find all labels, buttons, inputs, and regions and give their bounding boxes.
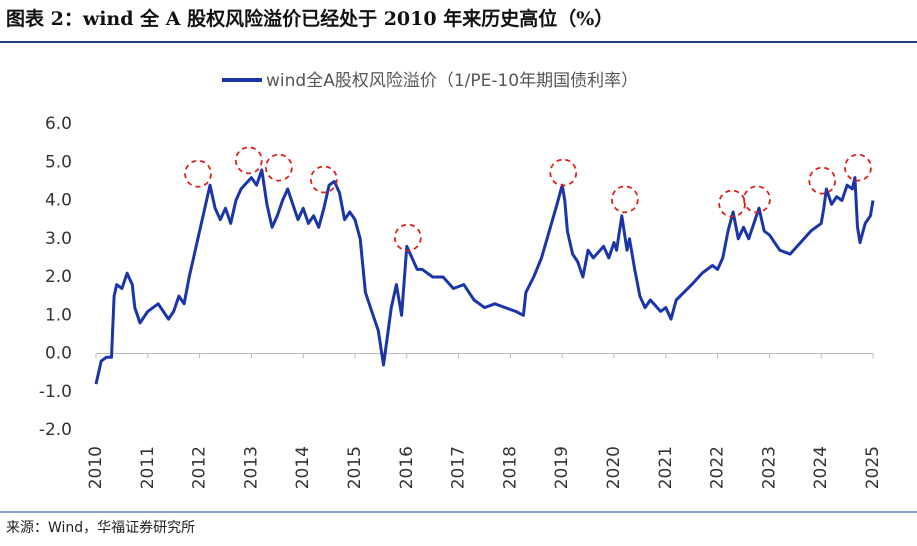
x-tick-label: 2018 <box>500 446 520 489</box>
chart-title: 图表 2：wind 全 A 股权风险溢价已经处于 2010 年来历史高位（%） <box>6 7 613 30</box>
x-tick-label: 2022 <box>708 446 728 489</box>
x-tick-label: 2011 <box>138 446 158 489</box>
source-note: 来源：Wind，华福证券研究所 <box>6 520 195 536</box>
peak-highlight <box>310 165 338 194</box>
peak-highlight <box>264 153 293 182</box>
x-tick-label: 2013 <box>241 446 261 489</box>
y-tick-label: 2.0 <box>45 267 72 287</box>
x-tick-label: 2025 <box>863 446 883 489</box>
y-tick-label: 4.0 <box>45 191 72 211</box>
series-line <box>94 168 875 385</box>
peak-highlight <box>610 185 639 214</box>
legend-label: wind全A股权风险溢价（1/PE-10年期国债利率） <box>266 71 638 91</box>
peak-highlight <box>549 158 578 187</box>
peak-highlight <box>184 159 212 188</box>
x-tick-label: 2016 <box>397 446 417 489</box>
x-tick-label: 2010 <box>86 446 106 489</box>
peak-highlight <box>234 146 263 175</box>
x-tick-label: 2014 <box>293 446 313 489</box>
x-tick-label: 2021 <box>656 446 676 489</box>
y-tick-label: -2.0 <box>39 420 72 440</box>
y-tick-label: -1.0 <box>39 382 72 402</box>
y-tick-label: 3.0 <box>45 229 72 249</box>
peak-highlight <box>743 185 771 214</box>
x-tick-label: 2024 <box>811 446 831 489</box>
x-tick-label: 2023 <box>759 446 779 489</box>
peak-highlight <box>844 153 872 182</box>
x-tick-label: 2019 <box>552 446 572 489</box>
y-tick-label: 6.0 <box>45 114 72 134</box>
peak-highlight <box>808 166 837 195</box>
peak-highlight <box>393 223 422 252</box>
x-tick-label: 2020 <box>604 446 624 489</box>
x-tick-label: 2012 <box>190 446 210 489</box>
x-tick-label: 2017 <box>449 446 469 489</box>
y-tick-label: 0.0 <box>45 344 72 364</box>
x-tick-label: 2015 <box>345 446 365 489</box>
y-tick-label: 1.0 <box>45 305 72 325</box>
y-tick-label: 5.0 <box>45 152 72 172</box>
